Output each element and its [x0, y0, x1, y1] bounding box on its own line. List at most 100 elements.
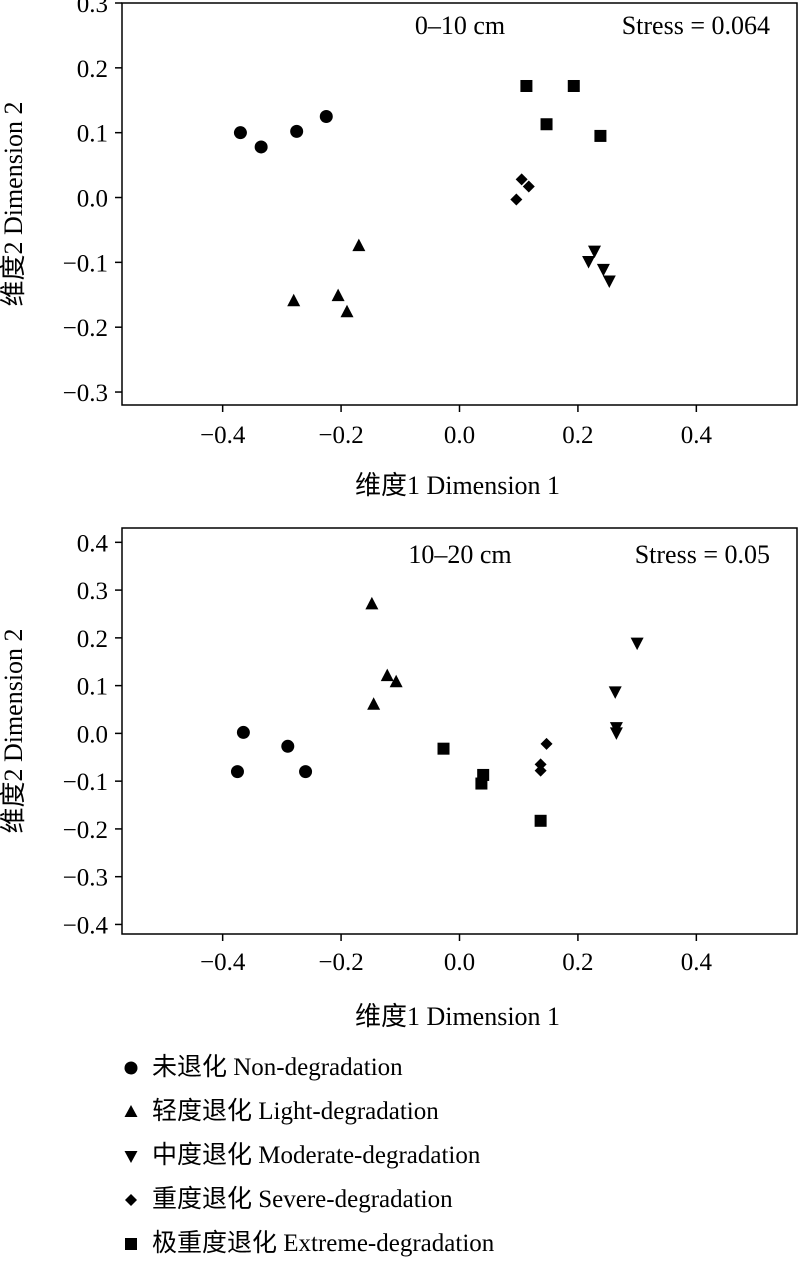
data-point: [522, 180, 535, 193]
x-tick-label: 0.2: [562, 949, 593, 976]
x-tick-label: −0.4: [200, 422, 246, 449]
data-point: [596, 263, 610, 277]
y-tick-label: 0.1: [77, 674, 108, 701]
data-point: [588, 245, 601, 259]
plot-frame: [121, 2, 798, 406]
data-point: [609, 727, 623, 740]
data-point: [290, 124, 304, 138]
x-tick-label: 0.4: [681, 422, 713, 449]
y-tick-label: 0.2: [77, 626, 108, 653]
data-point: [281, 739, 295, 753]
legend-item-non-degradation: 未退化 Non-degradation: [122, 1046, 494, 1090]
diamond-marker-icon: [125, 1194, 137, 1206]
data-point: [287, 293, 301, 307]
data-point: [582, 256, 596, 269]
series-triangle-down: [582, 245, 616, 289]
legend-label: 重度退化 Severe-degradation: [152, 1186, 453, 1213]
data-point: [567, 79, 580, 92]
x-tick-label: 0.4: [681, 949, 713, 976]
series-square: [437, 742, 547, 827]
nmds-plot-10-20cm: −0.4 −0.2 0.0 0.2 0.4 0.4 0.3 0.2 0.1 0.0 −0.1 −0.2…: [0, 527, 798, 1031]
plot-frame: [121, 527, 798, 935]
series-diamond: [510, 173, 535, 206]
x-axis-label: 维度1 Dimension 1: [355, 1002, 560, 1031]
y-tick-label: −0.1: [63, 250, 108, 277]
series-square: [520, 79, 607, 142]
y-tick-label: 0.3: [77, 578, 108, 605]
y-tick-label: 0.2: [77, 56, 108, 83]
legend-item-light-degradation: 轻度退化 Light-degradation: [122, 1090, 494, 1134]
data-point: [340, 304, 354, 318]
data-point: [299, 765, 313, 779]
data-point: [352, 238, 366, 252]
y-tick-label: 0.0: [77, 721, 108, 748]
data-point: [540, 118, 553, 131]
legend-label: 未退化 Non-degradation: [152, 1054, 403, 1081]
data-point: [475, 777, 488, 790]
stress-label: Stress = 0.064: [622, 11, 770, 40]
legend: 未退化 Non-degradation 轻度退化 Light-degradati…: [122, 1046, 494, 1266]
x-axis-label: 维度1 Dimension 1: [355, 471, 560, 500]
data-point: [534, 758, 547, 771]
y-tick-label: 0.3: [77, 0, 108, 18]
x-tick-label: −0.4: [200, 949, 246, 976]
depth-label: 0–10 cm: [415, 11, 505, 40]
y-tick-label: 0.0: [77, 186, 108, 213]
square-marker-icon: [125, 1238, 137, 1250]
data-point: [331, 288, 345, 302]
x-tick-label: −0.2: [318, 422, 363, 449]
data-point: [437, 742, 450, 755]
stress-label: Stress = 0.05: [635, 540, 770, 569]
data-point: [319, 109, 333, 123]
legend-item-severe-degradation: 重度退化 Severe-degradation: [122, 1178, 494, 1222]
y-tick-label: −0.2: [63, 817, 108, 844]
circle-marker-icon: [124, 1061, 138, 1075]
data-point: [230, 765, 244, 779]
legend-item-extreme-degradation: 极重度退化 Extreme-degradation: [122, 1222, 494, 1266]
y-tick-label: −0.1: [63, 769, 108, 796]
series-circle: [230, 725, 313, 779]
y-tick-label: 0.1: [77, 121, 108, 148]
data-point: [380, 668, 394, 682]
data-point: [365, 596, 379, 610]
y-tick-label: −0.2: [63, 315, 108, 342]
triangle-up-marker-icon: [124, 1105, 138, 1117]
depth-label: 10–20 cm: [408, 540, 511, 569]
triangle-down-marker-icon: [124, 1151, 138, 1163]
y-axis-label: 维度2 Dimension 2: [0, 101, 28, 306]
data-point: [594, 129, 607, 142]
data-point: [236, 725, 250, 739]
series-diamond: [534, 737, 553, 777]
series-triangle-down: [608, 637, 644, 740]
y-axis-label: 维度2 Dimension 2: [0, 628, 28, 833]
series-triangle-up: [287, 238, 366, 318]
data-point: [515, 173, 528, 186]
y-tick-label: −0.4: [63, 912, 109, 939]
data-point: [630, 637, 644, 651]
series-circle: [233, 109, 333, 154]
data-point: [233, 126, 247, 140]
data-point: [534, 764, 547, 777]
y-tick-label: −0.3: [63, 865, 108, 892]
legend-label: 轻度退化 Light-degradation: [152, 1098, 439, 1125]
y-tick-label: 0.4: [77, 530, 109, 557]
data-point: [534, 814, 547, 827]
series-triangle-up: [365, 596, 403, 710]
x-tick-label: 0.0: [444, 949, 475, 976]
data-point: [520, 79, 533, 92]
y-tick-label: −0.3: [63, 380, 108, 407]
data-point: [389, 674, 403, 688]
x-tick-label: 0.2: [562, 422, 593, 449]
legend-label: 中度退化 Moderate-degradation: [152, 1142, 481, 1169]
data-point: [540, 737, 553, 750]
legend-label: 极重度退化 Extreme-degradation: [152, 1230, 495, 1257]
data-point: [510, 193, 523, 206]
x-tick-label: 0.0: [444, 422, 475, 449]
data-point: [608, 686, 622, 699]
x-tick-label: −0.2: [318, 949, 363, 976]
legend-item-moderate-degradation: 中度退化 Moderate-degradation: [122, 1134, 494, 1178]
nmds-plot-0-10cm: −0.4 −0.2 0.0 0.2 0.4 0.3 0.2 0.1 0.0 −0.1 −0.2 −0.…: [0, 0, 798, 500]
data-point: [602, 275, 616, 289]
data-point: [254, 140, 268, 154]
